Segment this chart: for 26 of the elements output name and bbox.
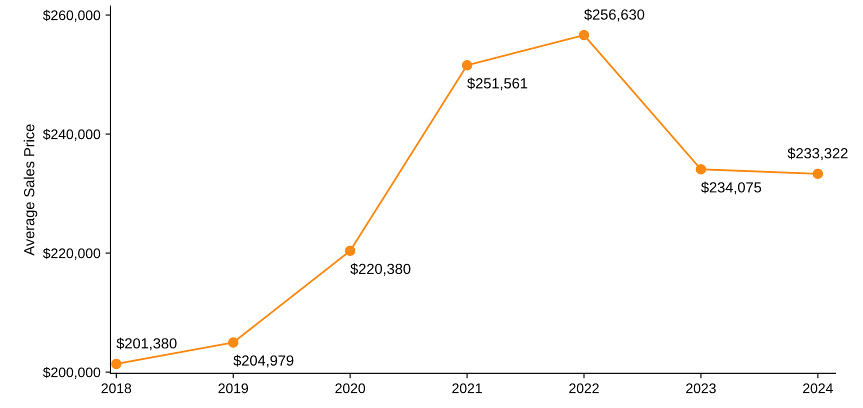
x-tick-label: 2018	[102, 383, 132, 394]
point	[812, 168, 824, 180]
point	[578, 30, 590, 40]
x-tick-label: 2020	[335, 383, 366, 394]
y-tick-label: $220,000	[42, 248, 100, 260]
x-tick-label: 2021	[452, 383, 482, 394]
point	[462, 60, 472, 70]
y-tick-label: $200,000	[42, 366, 100, 379]
point	[228, 337, 238, 348]
point	[696, 164, 706, 175]
y-tick-label: $260,000	[42, 10, 100, 22]
data-label: $256,630	[584, 8, 644, 22]
x-tick-label: 2019	[218, 383, 248, 394]
data-label: $234,075	[701, 182, 762, 194]
data-label: $251,561	[467, 78, 528, 90]
x-tick-label: 2023	[686, 383, 716, 394]
data-label: $233,322	[788, 147, 848, 160]
data-label: $220,380	[350, 263, 410, 276]
point	[344, 246, 356, 256]
point	[111, 358, 122, 370]
x-tick-label: 2024	[803, 383, 833, 394]
x-tick-label: 2022	[569, 383, 599, 394]
data-label: $201,380	[116, 338, 177, 350]
data-label: $204,979	[233, 354, 294, 368]
y-axis-title: Average Sales Price	[24, 124, 38, 256]
y-tick-label: $240,000	[42, 128, 100, 141]
